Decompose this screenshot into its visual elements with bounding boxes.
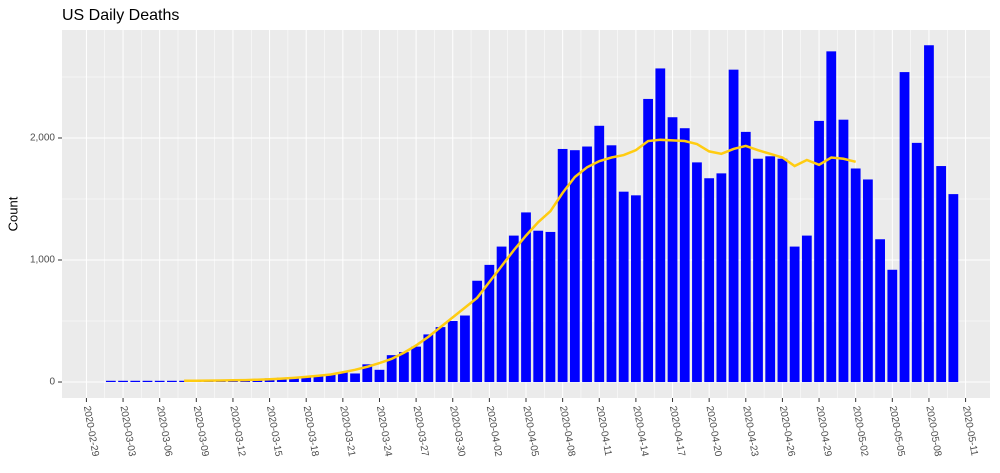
bar <box>667 117 678 383</box>
x-tick-label: 2020-05-11 <box>960 405 980 457</box>
bar <box>496 246 507 383</box>
y-tick-label: 1,000 <box>30 255 55 266</box>
bar <box>850 168 861 383</box>
bar <box>521 212 531 383</box>
x-tick-label: 2020-04-11 <box>594 405 614 457</box>
y-axis-label: Count <box>5 196 20 231</box>
y-tick-label: 0 <box>49 377 55 388</box>
bar <box>167 380 177 383</box>
bar <box>826 51 837 383</box>
x-tick-label: 2020-03-12 <box>227 405 247 458</box>
bar <box>484 264 495 383</box>
bar <box>118 380 128 383</box>
bar <box>924 45 934 383</box>
bar <box>594 125 605 383</box>
x-tick-label: 2020-03-30 <box>447 405 467 458</box>
bar <box>179 380 189 383</box>
bar <box>154 380 165 383</box>
x-tick-label: 2020-04-29 <box>813 405 833 458</box>
bar <box>362 364 373 383</box>
bar <box>289 377 299 383</box>
x-tick-label: 2020-05-02 <box>850 405 870 458</box>
bar <box>435 327 446 383</box>
bar <box>130 380 141 383</box>
bar <box>777 158 788 383</box>
x-tick-label: 2020-04-20 <box>704 405 724 458</box>
bar <box>704 178 715 383</box>
bar <box>948 194 959 383</box>
x-tick-label: 2020-04-05 <box>520 405 540 458</box>
bar <box>105 380 116 383</box>
bar <box>460 315 470 383</box>
x-tick-label: 2020-03-27 <box>411 405 431 458</box>
trend-line <box>184 138 856 383</box>
chart-title: US Daily Deaths <box>62 7 179 24</box>
x-tick-label: 2020-05-08 <box>923 405 943 458</box>
bar <box>350 373 360 383</box>
bar <box>411 346 421 383</box>
bar <box>753 158 763 383</box>
bar <box>655 68 666 383</box>
bar <box>557 148 568 383</box>
bar <box>142 380 153 383</box>
bar <box>533 230 544 383</box>
bar <box>838 119 849 383</box>
bar <box>740 131 751 383</box>
bar <box>887 269 898 383</box>
bar <box>606 145 617 383</box>
bar <box>618 191 629 383</box>
bar <box>325 374 336 383</box>
bar <box>875 239 885 383</box>
x-tick-label: 2020-03-09 <box>191 405 211 458</box>
bar <box>301 376 312 383</box>
bar <box>545 231 556 383</box>
bar <box>801 235 812 383</box>
x-tick-label: 2020-03-06 <box>154 405 174 458</box>
x-tick-label: 2020-03-21 <box>337 405 357 458</box>
x-tick-label: 2020-04-08 <box>557 405 577 458</box>
bar <box>899 72 910 383</box>
y-tick-label: 2,000 <box>30 133 55 144</box>
x-tick-label: 2020-04-14 <box>630 405 650 458</box>
bar <box>728 69 739 383</box>
x-tick-label: 2020-03-18 <box>301 405 321 458</box>
bar <box>569 150 580 383</box>
bar <box>447 321 458 383</box>
x-tick-label: 2020-02-29 <box>81 405 101 458</box>
bar <box>313 375 324 383</box>
bar <box>276 377 287 383</box>
bar <box>423 334 434 383</box>
bar <box>508 235 519 383</box>
bar <box>679 128 690 383</box>
bar <box>789 246 800 383</box>
bar <box>863 179 873 383</box>
x-tick-label: 2020-03-15 <box>264 405 284 458</box>
bar <box>643 98 653 383</box>
bar <box>582 146 592 383</box>
bar <box>716 173 727 383</box>
bar <box>814 120 824 383</box>
x-tick-label: 2020-04-23 <box>740 405 760 458</box>
x-tick-label: 2020-05-05 <box>887 405 907 458</box>
bar <box>386 355 397 383</box>
bar <box>765 156 776 383</box>
x-tick-label: 2020-03-24 <box>374 405 394 458</box>
x-tick-label: 2020-04-17 <box>667 405 687 458</box>
bar <box>692 162 702 383</box>
x-tick-label: 2020-04-26 <box>777 405 797 458</box>
bar <box>936 166 947 383</box>
bar <box>631 195 641 383</box>
bar <box>472 280 483 383</box>
bar <box>374 369 385 383</box>
bar <box>337 372 348 383</box>
bar <box>399 352 409 383</box>
x-tick-label: 2020-04-02 <box>484 405 504 458</box>
x-tick-label: 2020-03-03 <box>117 405 137 458</box>
bar <box>911 142 922 383</box>
